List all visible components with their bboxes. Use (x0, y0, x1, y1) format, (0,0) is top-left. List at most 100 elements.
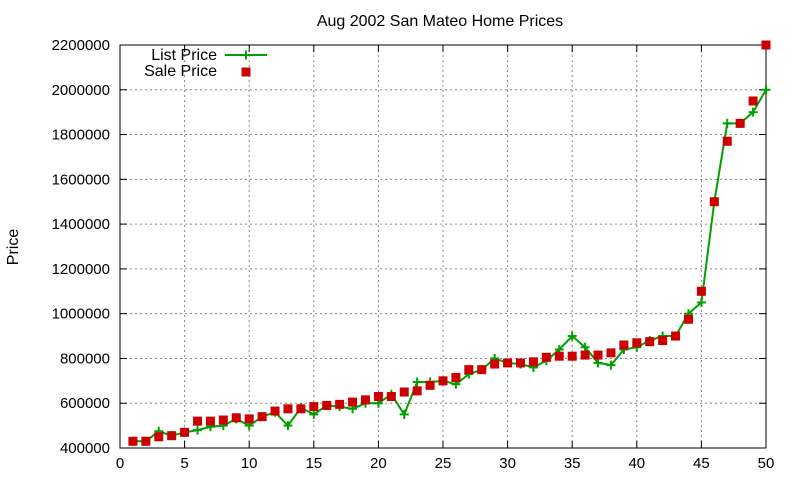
sale-price-point (309, 402, 319, 412)
list-price-point (412, 377, 422, 387)
sale-price-point (128, 436, 138, 446)
sale-price-point (541, 352, 551, 362)
sale-price-point (167, 431, 177, 441)
list-price-point (606, 360, 616, 370)
sale-price-point (696, 286, 706, 296)
x-tick-label: 25 (435, 455, 452, 472)
x-tick-label: 20 (370, 455, 387, 472)
sale-price-point (619, 340, 629, 350)
x-tick-label: 35 (564, 455, 581, 472)
sale-price-point (658, 336, 668, 346)
list-price-point (593, 358, 603, 368)
legend: List Price Sale Price (144, 47, 267, 80)
legend-marker-list-price (241, 50, 251, 60)
sale-price-point (425, 380, 435, 390)
sale-price-point (348, 397, 358, 407)
y-tick-label: 1400000 (52, 216, 110, 233)
sale-price-point (606, 348, 616, 358)
chart-title: Aug 2002 San Mateo Home Prices (317, 13, 563, 30)
sale-price-point (645, 337, 655, 347)
sale-price-point (335, 399, 345, 409)
list-price-point (193, 425, 203, 435)
sale-price-point (671, 331, 681, 341)
sale-price-point (141, 436, 151, 446)
sale-price-point (386, 392, 396, 402)
sale-price-point (193, 416, 203, 426)
sale-price-point (412, 386, 422, 396)
y-tick-labels: 400000 600000 800000 1000000 1200000 1400000 1… (52, 37, 110, 457)
list-price-point (696, 297, 706, 307)
x-tick-label: 30 (499, 455, 516, 472)
y-tick-label: 600000 (60, 395, 110, 412)
list-price-point (399, 409, 409, 419)
sale-price-point (490, 359, 500, 369)
x-tick-label: 45 (693, 455, 710, 472)
sale-price-point (580, 350, 590, 360)
list-price-point (283, 421, 293, 431)
x-tick-label: 10 (241, 455, 258, 472)
sale-price-point (451, 372, 461, 382)
tick-layer (119, 44, 767, 449)
legend-label-sale-price: Sale Price (144, 63, 217, 80)
sale-price-point (180, 427, 190, 437)
list-price-point (580, 342, 590, 352)
sale-price-point (218, 415, 228, 425)
x-tick-label: 15 (305, 455, 322, 472)
list-price-point (567, 331, 577, 341)
sale-price-point (464, 365, 474, 375)
sale-price-point (154, 432, 164, 442)
sale-price-point (528, 357, 538, 367)
sale-price-point (270, 406, 280, 416)
sale-price-point (205, 416, 215, 426)
legend-sample-sale-price (241, 67, 251, 77)
legend-sample-list-price (225, 50, 267, 60)
sale-price-point (554, 351, 564, 361)
legend-marker-sale-price (241, 67, 251, 77)
sale-price-point (399, 387, 409, 397)
sale-price-point (322, 400, 332, 410)
sale-price-point (567, 351, 577, 361)
list-price-point (309, 409, 319, 419)
sale-price-point (257, 412, 267, 422)
sale-price-point (748, 96, 758, 106)
y-tick-label: 1000000 (52, 306, 110, 323)
x-tick-label: 5 (180, 455, 188, 472)
x-tick-label: 40 (628, 455, 645, 472)
sale-price-point (244, 414, 254, 424)
series-sale-price (128, 40, 771, 446)
sale-price-point (683, 314, 693, 324)
x-tick-label: 50 (758, 455, 775, 472)
y-tick-label: 2200000 (52, 37, 110, 54)
sale-price-point (438, 376, 448, 386)
y-tick-label: 1200000 (52, 261, 110, 278)
sale-price-point (231, 413, 241, 423)
sale-price-point (722, 136, 732, 146)
sale-price-point (761, 40, 771, 50)
list-price-point (761, 85, 771, 95)
sale-price-point (516, 358, 526, 368)
sale-price-point (360, 395, 370, 405)
list-price-point (748, 107, 758, 117)
y-tick-label: 800000 (60, 350, 110, 367)
sale-price-point (283, 404, 293, 414)
sale-price-point (709, 197, 719, 207)
sale-price-point (632, 338, 642, 348)
x-tick-label: 0 (116, 455, 124, 472)
y-tick-label: 1600000 (52, 171, 110, 188)
list-price-point (722, 118, 732, 128)
sale-price-point (373, 392, 383, 402)
x-tick-labels: 0 5 10 15 20 25 30 35 40 45 50 (116, 455, 775, 472)
sale-price-point (503, 358, 513, 368)
y-axis-label: Price (5, 229, 22, 266)
sale-price-point (593, 350, 603, 360)
y-tick-label: 400000 (60, 440, 110, 457)
y-tick-label: 1800000 (52, 127, 110, 144)
sale-price-point (296, 404, 306, 414)
sale-price-point (477, 365, 487, 375)
y-tick-label: 2000000 (52, 82, 110, 99)
series-layer (128, 40, 771, 446)
sale-price-point (735, 118, 745, 128)
